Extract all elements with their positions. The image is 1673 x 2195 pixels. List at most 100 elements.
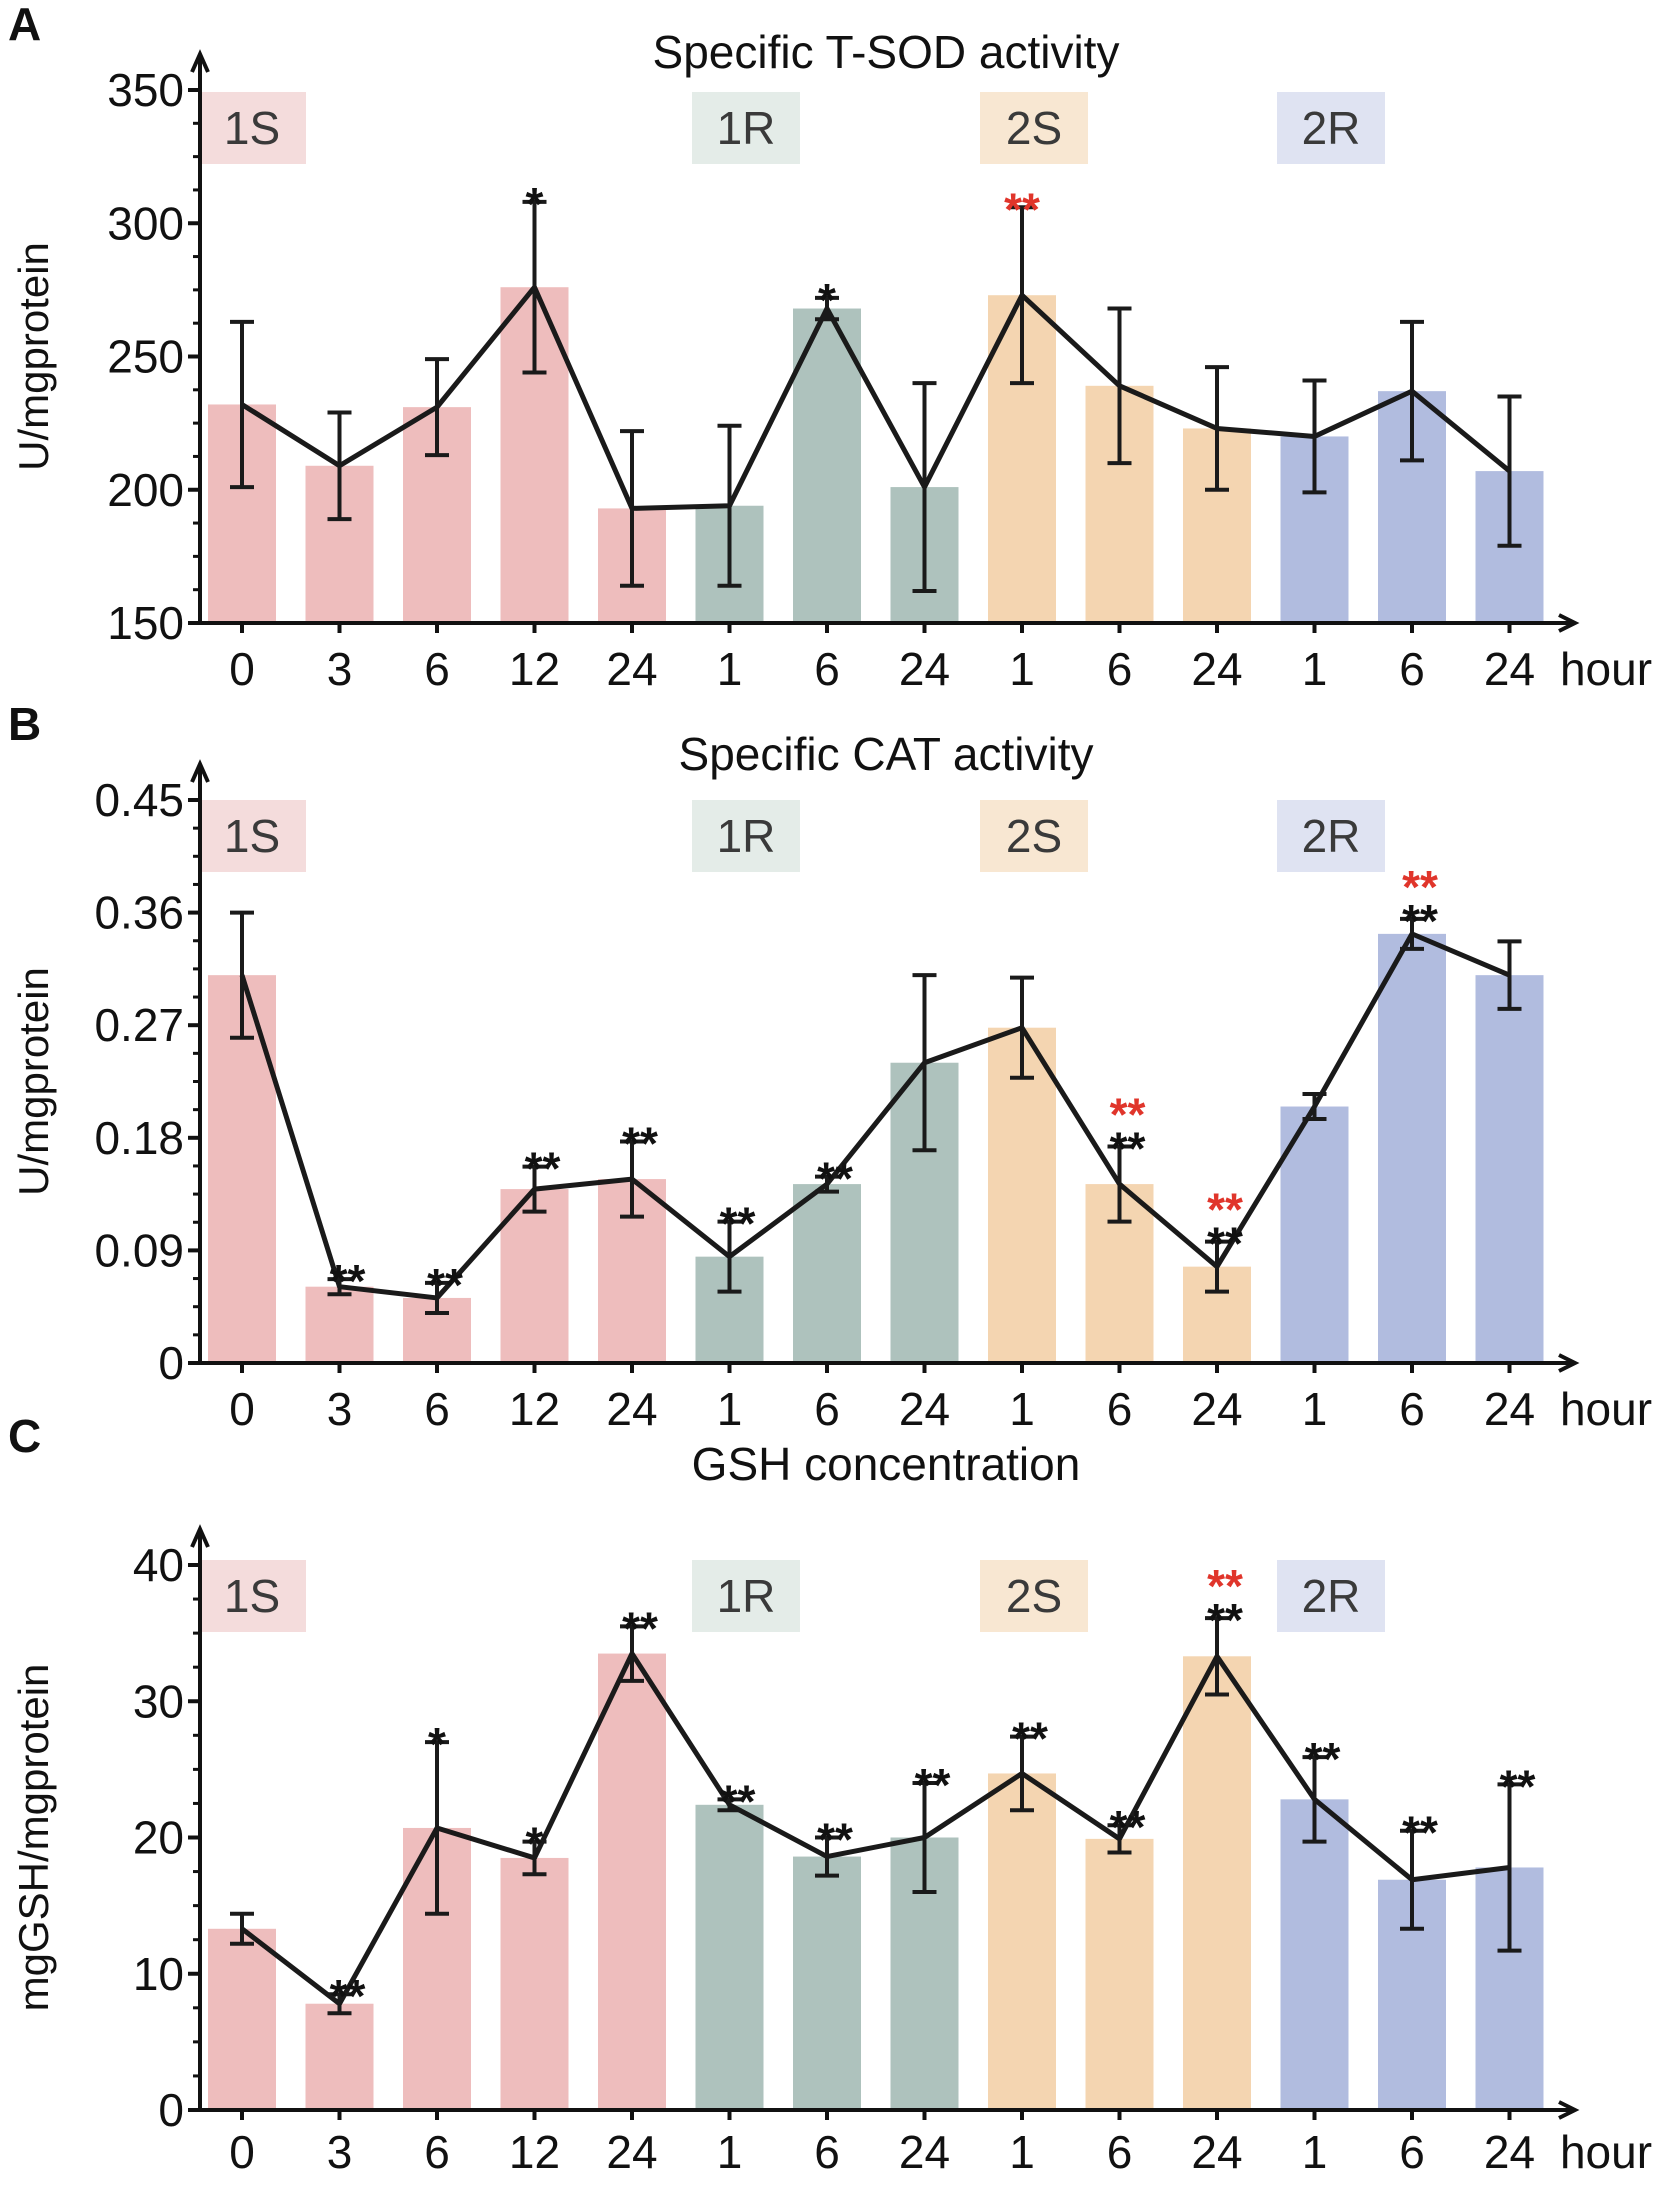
series-line (240, 284, 1512, 511)
significance-star: ** (1402, 1807, 1438, 1859)
bar (208, 1928, 276, 2110)
group-label-box-2r (1277, 800, 1385, 872)
bar (1378, 933, 1446, 1363)
bar (305, 1286, 374, 1363)
significance-star: ** (915, 1759, 951, 1811)
group-label-1r: 1R (717, 1570, 776, 1622)
significance-star: * (428, 1718, 446, 1770)
y-tick-label: 0 (158, 1337, 184, 1389)
chart-panel-a: A Specific T-SOD activity U/mgprotein 1S 1R 2… (8, 0, 1652, 695)
x-tick-label: 24 (606, 2126, 657, 2178)
x-tick-label: 0 (229, 643, 255, 695)
panel-letter: B (8, 698, 41, 750)
error-bar (1497, 1782, 1522, 1953)
bar (988, 1027, 1056, 1363)
x-tick-label: 1 (1009, 2126, 1035, 2178)
significance-star: ** (720, 1775, 756, 1827)
group-label-2s: 2S (1006, 810, 1062, 862)
error-bar (1497, 394, 1522, 548)
bar (1280, 1106, 1349, 1363)
error-bar (522, 1839, 547, 1877)
significance-star: ** (817, 1153, 853, 1205)
group-label-box-2s (980, 92, 1088, 164)
x-tick-label: 6 (1399, 643, 1425, 695)
error-bar (522, 1164, 547, 1214)
error-bar (1107, 1144, 1132, 1224)
chart-title: Specific CAT activity (679, 728, 1094, 780)
significance-star: ** (1110, 1801, 1146, 1853)
x-tick-label: 1 (717, 643, 743, 695)
y-tick-label: 0.27 (94, 999, 184, 1051)
x-tick-label: 24 (1484, 643, 1535, 695)
significance-star: ** (817, 1814, 853, 1866)
significance-star: * (818, 274, 836, 326)
y-axis-label: U/mgprotein (10, 967, 57, 1196)
significance-star: ** (1500, 1760, 1536, 1812)
x-axis-arrow (1558, 613, 1580, 633)
bar (1280, 1799, 1349, 2110)
significance-star-red: ** (1004, 183, 1040, 235)
significance-star: ** (330, 1970, 366, 2022)
error-bar (1302, 1092, 1327, 1122)
x-tick-label: 6 (424, 2126, 450, 2178)
error-bar (327, 1992, 352, 2016)
group-label-box-1s (198, 92, 306, 164)
y-axis-label: mgGSH/mgprotein (10, 1664, 57, 2012)
x-tick-label: 1 (1009, 643, 1035, 695)
significance-star: ** (1402, 895, 1438, 947)
bar (1475, 975, 1544, 1363)
group-label-box-1r (692, 1560, 800, 1632)
group-label-box-1s (198, 1560, 306, 1632)
y-tick-label: 0.18 (94, 1112, 184, 1164)
y-tick-label: 250 (107, 331, 184, 383)
error-bar (1205, 1239, 1229, 1294)
group-label-box-1r (692, 92, 800, 164)
group-label-box-1s (198, 800, 306, 872)
x-tick-label: 6 (814, 2126, 840, 2178)
group-label-box-2s (980, 1560, 1088, 1632)
significance-star-red: ** (1110, 1089, 1146, 1141)
x-tick-label: 3 (327, 2126, 353, 2178)
error-bar (912, 1781, 937, 1894)
x-tick-label: 1 (1302, 1383, 1328, 1435)
significance-star: ** (622, 1602, 658, 1654)
x-tick-label: 6 (1107, 643, 1133, 695)
significance-star: ** (330, 1255, 366, 1307)
group-label-2s: 2S (1006, 102, 1062, 154)
x-tick-label: 6 (1107, 2126, 1133, 2178)
significance-star: ** (1305, 1733, 1341, 1785)
series-line (240, 1651, 1510, 2007)
error-bar (815, 1835, 839, 1878)
y-tick-label: 0.36 (94, 887, 184, 939)
x-tick-label: 6 (1107, 1383, 1133, 1435)
significance-star: ** (720, 1198, 756, 1250)
error-bar (522, 199, 547, 375)
significance-star-red: ** (1207, 1560, 1243, 1612)
significance-star-red: ** (1207, 1184, 1243, 1236)
bar (793, 308, 861, 623)
x-tick-label: 1 (1302, 643, 1328, 695)
x-tick-label: 12 (509, 643, 560, 695)
error-bar (1302, 378, 1327, 495)
x-tick-label: 24 (1484, 1383, 1535, 1435)
error-bar (230, 910, 254, 1040)
x-tick-label: 6 (424, 1383, 450, 1435)
error-bar (1010, 205, 1034, 386)
significance-star: ** (622, 1118, 658, 1170)
significance-star: ** (1012, 1713, 1048, 1765)
significance-star: ** (1207, 1594, 1243, 1646)
bar (793, 1856, 861, 2110)
error-bar (717, 1219, 742, 1294)
group-label-box-2s (980, 800, 1088, 872)
group-label-1s: 1S (224, 1570, 280, 1622)
error-bar (1107, 1823, 1132, 1855)
x-tick-label: 3 (327, 643, 353, 695)
bar (1085, 1838, 1154, 2110)
error-bar (1010, 975, 1034, 1080)
error-bar (1205, 365, 1229, 492)
x-tick-label: 1 (1009, 1383, 1035, 1435)
bar (598, 1653, 666, 2110)
x-tick-label: 24 (899, 2126, 950, 2178)
error-bar (425, 357, 449, 458)
error-bar (230, 1911, 254, 1946)
